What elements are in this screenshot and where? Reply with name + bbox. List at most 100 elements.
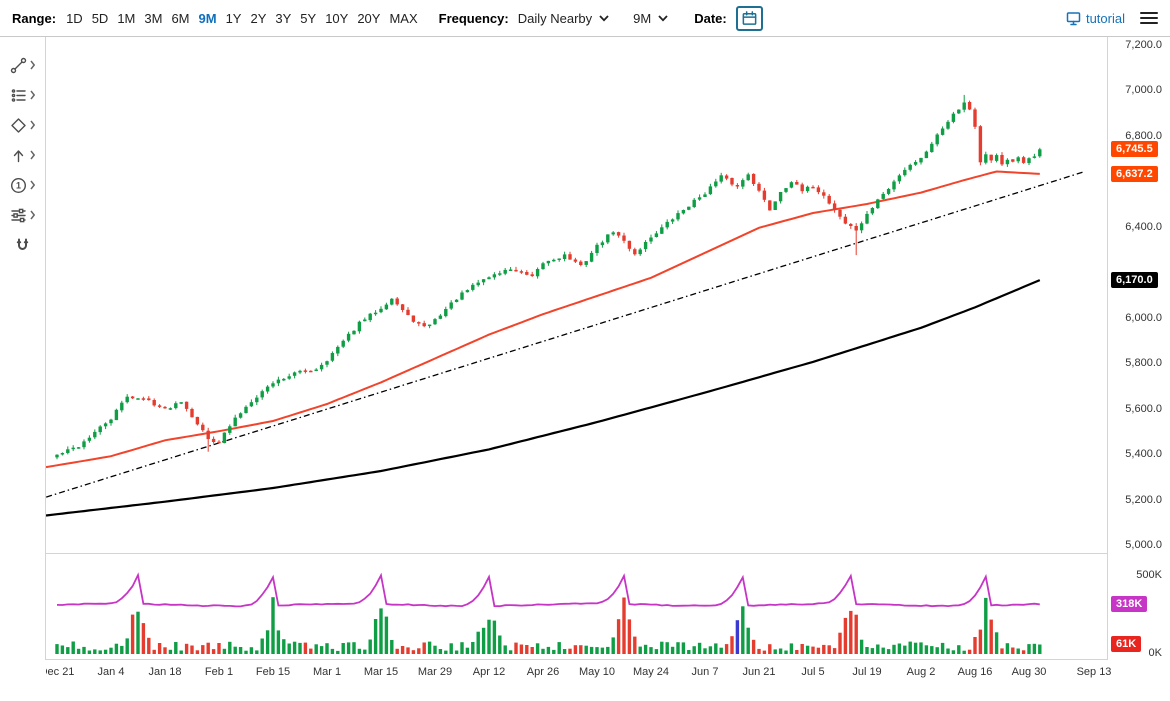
adjustments-tool-icon	[10, 208, 26, 222]
chevron-right-icon	[29, 180, 35, 190]
tutorial-link[interactable]: tutorial	[1066, 11, 1125, 26]
range-5d[interactable]: 5D	[91, 10, 109, 26]
volume-axis-label: 500K	[1136, 569, 1162, 581]
indicators-tool[interactable]	[10, 80, 36, 110]
toolbar-right-group: tutorial	[1066, 11, 1158, 26]
range-3m[interactable]: 3M	[144, 10, 163, 26]
chevron-right-icon	[29, 210, 35, 220]
ma-slow-line	[46, 279, 1041, 517]
x-axis-label: Feb 15	[255, 666, 291, 678]
x-axis-label: Aug 30	[1011, 666, 1047, 678]
calendar-icon	[742, 10, 757, 25]
shapes-tool-icon	[10, 117, 26, 133]
trendline[interactable]	[46, 171, 1084, 498]
period-dropdown[interactable]: 9M	[633, 11, 668, 26]
price-axis-label: 6,800.0	[1125, 130, 1162, 142]
chevron-right-icon	[29, 90, 35, 100]
price-axis-label: 6,000.0	[1125, 312, 1162, 324]
candles-layer	[55, 94, 1042, 460]
chevron-right-icon	[29, 120, 35, 130]
chevron-down-icon	[599, 14, 609, 22]
numbers-tool[interactable]: 1	[10, 170, 36, 200]
price-axis-label: 5,800.0	[1125, 357, 1162, 369]
drawing-toolbar: 1	[0, 37, 46, 660]
price-axis-label: 7,200.0	[1125, 39, 1162, 51]
price-axis-label: 5,400.0	[1125, 448, 1162, 460]
x-axis-label: Jul 5	[801, 666, 825, 678]
range-selector: 1D 5D 1M 3M 6M 9M 1Y 2Y 3Y 5Y 10Y 20Y MA…	[66, 11, 427, 26]
date-picker-button[interactable]	[735, 5, 763, 31]
ma-fast-line	[46, 170, 1040, 469]
chevron-right-icon	[29, 60, 35, 70]
menu-button[interactable]	[1140, 11, 1158, 25]
toolbar: Range: 1D 5D 1M 3M 6M 9M 1Y 2Y 3Y 5Y 10Y…	[0, 0, 1170, 37]
range-10y[interactable]: 10Y	[325, 10, 349, 26]
range-2y[interactable]: 2Y	[250, 10, 267, 26]
x-axis-label: May 10	[578, 666, 616, 678]
range-20y[interactable]: 20Y	[357, 10, 381, 26]
ma-fast-badge: 6,637.2	[1111, 166, 1158, 182]
price-axis-label: 7,000.0	[1125, 84, 1162, 96]
chart-plot-area[interactable]	[46, 37, 1108, 660]
date-label: Date:	[694, 10, 727, 26]
x-axis-label: Jun 21	[742, 666, 776, 678]
shapes-tool[interactable]	[10, 110, 36, 140]
range-1d[interactable]: 1D	[66, 10, 83, 26]
range-3y[interactable]: 3Y	[275, 10, 292, 26]
open-interest-badge: 318K	[1111, 596, 1148, 612]
open-interest-line	[56, 572, 1040, 608]
price-axis-label: 5,000.0	[1125, 539, 1162, 551]
range-5y[interactable]: 5Y	[300, 10, 317, 26]
price-axis-label: 6,400.0	[1125, 221, 1162, 233]
hamburger-icon	[1140, 12, 1158, 24]
frequency-label: Frequency:	[438, 10, 509, 26]
range-label: Range:	[12, 10, 57, 26]
x-axis-label: Jul 19	[852, 666, 882, 678]
adjustments-tool[interactable]	[10, 200, 36, 230]
y-axis: 7,200.0 7,000.0 6,800.0 6,400.0 6,000.0 5,800…	[1108, 37, 1170, 677]
frequency-value: Daily Nearby	[517, 10, 593, 26]
ma-slow-badge: 6,170.0	[1111, 272, 1158, 288]
chevron-down-icon	[658, 14, 668, 22]
pane-separator	[46, 553, 1107, 554]
x-axis-label: Aug 2	[906, 666, 936, 678]
volume-axis-label: 0K	[1148, 647, 1162, 659]
x-axis-label: Mar 29	[417, 666, 453, 678]
magnet-tool-icon	[16, 238, 29, 250]
range-1y[interactable]: 1Y	[225, 10, 242, 26]
x-axis-label: Apr 12	[472, 666, 506, 678]
tutorial-label: tutorial	[1085, 10, 1125, 26]
range-max[interactable]: MAX	[389, 10, 418, 26]
price-axis-label: 5,200.0	[1125, 494, 1162, 506]
x-axis-label: Mar 15	[363, 666, 399, 678]
tutorial-icon	[1066, 11, 1081, 25]
last-price-badge: 6,745.5	[1111, 141, 1158, 157]
magnet-tool[interactable]	[14, 230, 31, 260]
arrows-tool-icon	[13, 149, 23, 162]
svg-text:1: 1	[15, 180, 20, 190]
x-axis-label: Apr 26	[526, 666, 560, 678]
x-axis-label: Dec 21	[46, 666, 75, 678]
price-axis-label: 5,600.0	[1125, 403, 1162, 415]
indicators-tool-icon	[11, 88, 26, 102]
trendline-tool[interactable]	[10, 50, 36, 80]
volume-badge: 61K	[1111, 636, 1142, 652]
x-axis-label: Mar 1	[312, 666, 342, 678]
x-axis-label: Jan 4	[97, 666, 125, 678]
x-axis: Dec 21 Jan 4 Jan 18 Feb 1 Feb 15 Mar 1 Mar 15 M…	[46, 666, 1126, 684]
x-axis-label: Sep 13	[1076, 666, 1112, 678]
volume-bars-layer	[55, 597, 1042, 654]
range-1m[interactable]: 1M	[117, 10, 136, 26]
range-6m[interactable]: 6M	[171, 10, 190, 26]
price-chart[interactable]	[46, 37, 1108, 553]
arrows-tool[interactable]	[10, 140, 36, 170]
trendline-tool-icon	[10, 57, 26, 73]
x-axis-label: Feb 1	[204, 666, 234, 678]
numbers-tool-icon: 1	[10, 177, 26, 193]
chevron-right-icon	[29, 150, 35, 160]
volume-chart[interactable]	[46, 554, 1108, 660]
range-9m-active[interactable]: 9M	[198, 10, 217, 26]
x-axis-label: Jun 7	[691, 666, 719, 678]
x-axis-label: May 24	[632, 666, 670, 678]
frequency-dropdown[interactable]: Daily Nearby	[518, 11, 609, 26]
